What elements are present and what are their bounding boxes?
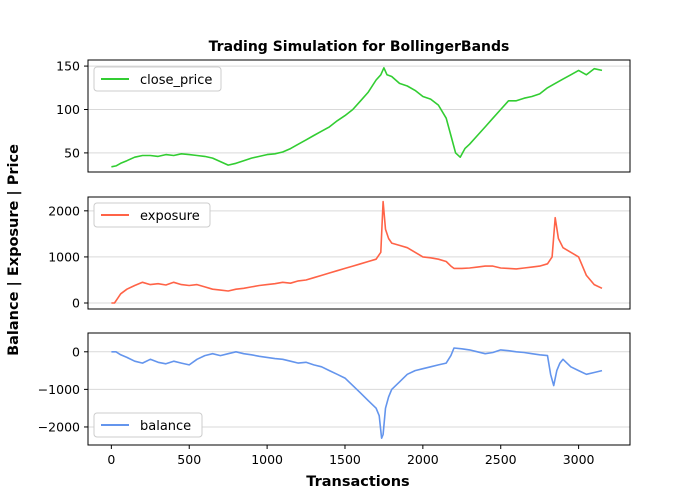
balance-ytick-label: 0 (72, 344, 80, 359)
chart-title: Trading Simulation for BollingerBands (209, 39, 510, 55)
price-panel: 50 100 150 close_price (56, 59, 631, 173)
xtick-label: 2500 (485, 452, 517, 467)
xtick-label: 1000 (251, 452, 283, 467)
exposure-panel: 0 1000 2000 exposure (48, 196, 631, 311)
legend-label-close-price: close_price (140, 73, 212, 88)
exposure-legend: exposure (93, 202, 211, 228)
balance-ytick-label: −2000 (38, 419, 80, 434)
legend-label-balance: balance (140, 419, 191, 434)
balance-legend: balance (93, 412, 203, 438)
exposure-ytick-label: 0 (72, 296, 80, 311)
exposure-ytick-label: 1000 (48, 249, 80, 264)
price-ytick-label: 150 (56, 59, 80, 74)
xtick-label: 3000 (563, 452, 595, 467)
price-legend: close_price (93, 66, 222, 92)
price-ytick-label: 100 (56, 102, 80, 117)
legend-label-exposure: exposure (140, 209, 200, 224)
series-line-balance (111, 347, 603, 440)
legend-box (93, 66, 222, 92)
x-axis-label: Transactions (306, 474, 409, 490)
y-axis-label: Balance | Exposure | Price (6, 144, 22, 356)
xtick-label: 2000 (407, 452, 439, 467)
series-line-close-price (111, 67, 603, 168)
series-line-exposure (111, 200, 603, 304)
xtick-label: 1500 (329, 452, 361, 467)
legend-box (93, 412, 203, 438)
xtick-label: 500 (177, 452, 201, 467)
xtick-label: 0 (107, 452, 115, 467)
price-ytick-label: 50 (64, 145, 80, 160)
balance-ytick-label: −1000 (38, 382, 80, 397)
price-panel-frame (87, 59, 631, 173)
legend-box (93, 202, 211, 228)
exposure-ytick-label: 2000 (48, 203, 80, 218)
exposure-panel-frame (87, 196, 631, 310)
x-axis-ticks: 0 500 1000 1500 2000 2500 3000 (107, 445, 595, 467)
balance-panel: −2000 −1000 0 balance (38, 332, 631, 446)
